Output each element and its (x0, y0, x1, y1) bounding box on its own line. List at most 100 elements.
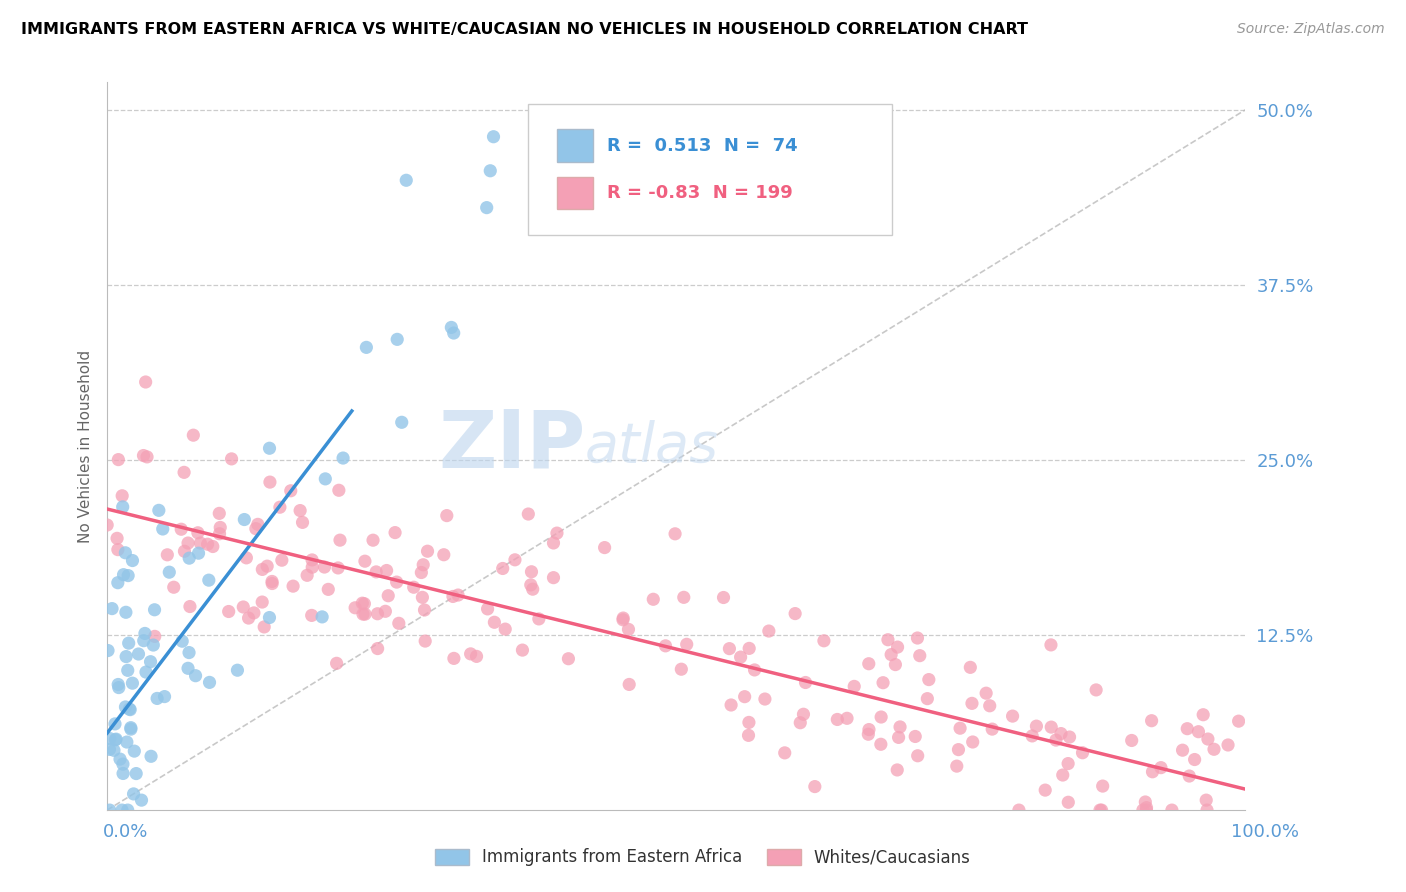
Point (527, 612, 550, 626)
Point (156, 548, 179, 562)
Point (246, 517, 269, 532)
Point (179, 551, 201, 566)
Point (107, 452, 129, 467)
Point (235, 550, 257, 565)
Point (557, 651, 579, 665)
Point (329, 533, 352, 548)
Point (143, 629, 166, 643)
Point (948, 742, 970, 756)
Point (1175, 722, 1198, 736)
Point (232, 599, 254, 614)
Point (143, 603, 166, 617)
Point (361, 533, 384, 548)
Point (280, 483, 302, 498)
Point (433, 548, 456, 562)
Point (112, 766, 135, 780)
Point (114, 700, 136, 714)
Point (269, 500, 291, 515)
Point (654, 639, 676, 653)
Point (543, 571, 565, 585)
Point (465, 649, 488, 664)
Point (183, 428, 205, 442)
Point (153, 690, 176, 704)
Point (858, 723, 880, 737)
Point (813, 633, 835, 648)
Point (134, 626, 156, 640)
Point (412, 558, 434, 572)
Point (835, 711, 858, 725)
Point (208, 526, 231, 541)
Point (243, 606, 266, 620)
Point (827, 713, 849, 727)
Point (326, 561, 349, 575)
Y-axis label: No Vehicles in Household: No Vehicles in Household (79, 350, 93, 542)
FancyBboxPatch shape (557, 177, 593, 210)
Point (543, 536, 565, 550)
Point (494, 622, 516, 636)
Point (125, 766, 148, 780)
Point (617, 623, 640, 637)
Point (1216, 738, 1239, 752)
Point (111, 489, 134, 503)
Point (127, 647, 149, 661)
Point (1135, 803, 1157, 817)
Point (1052, 768, 1074, 782)
Point (377, 589, 399, 603)
Point (190, 536, 212, 550)
FancyBboxPatch shape (557, 129, 593, 162)
Point (314, 560, 336, 574)
Point (789, 715, 811, 730)
Point (1197, 732, 1219, 747)
Point (117, 803, 139, 817)
Point (209, 520, 232, 534)
Point (1142, 764, 1164, 779)
Point (107, 575, 129, 590)
Point (441, 590, 464, 604)
Point (139, 749, 162, 764)
Point (325, 657, 347, 671)
Point (411, 566, 433, 580)
Point (1059, 730, 1081, 744)
Point (288, 503, 311, 517)
Point (115, 735, 138, 749)
Point (256, 559, 278, 574)
Point (546, 526, 568, 541)
Point (120, 703, 142, 717)
Point (146, 691, 169, 706)
Point (643, 592, 665, 607)
Point (1227, 714, 1250, 728)
Point (1121, 733, 1143, 747)
Point (475, 201, 498, 215)
Point (844, 679, 866, 693)
Point (886, 763, 908, 777)
Point (484, 615, 506, 630)
Point (1001, 709, 1024, 723)
Point (124, 744, 146, 758)
Point (233, 512, 256, 526)
Point (316, 582, 339, 597)
Point (1091, 779, 1114, 793)
Point (858, 657, 880, 671)
Text: R = -0.83  N = 199: R = -0.83 N = 199 (607, 184, 793, 202)
Point (460, 647, 482, 661)
Point (135, 665, 157, 679)
Point (120, 722, 142, 736)
Point (479, 163, 502, 178)
Point (492, 561, 515, 575)
Point (121, 553, 143, 567)
Point (1085, 682, 1108, 697)
Point (98, 803, 121, 817)
Point (886, 640, 908, 654)
Point (107, 542, 129, 557)
Point (1195, 793, 1218, 807)
Point (436, 508, 458, 523)
Point (520, 578, 543, 592)
Point (713, 591, 735, 605)
Point (111, 757, 134, 772)
Point (907, 631, 929, 645)
Point (1057, 795, 1080, 809)
Point (447, 588, 470, 602)
Point (115, 649, 138, 664)
Point (105, 732, 128, 747)
Point (1090, 803, 1112, 817)
